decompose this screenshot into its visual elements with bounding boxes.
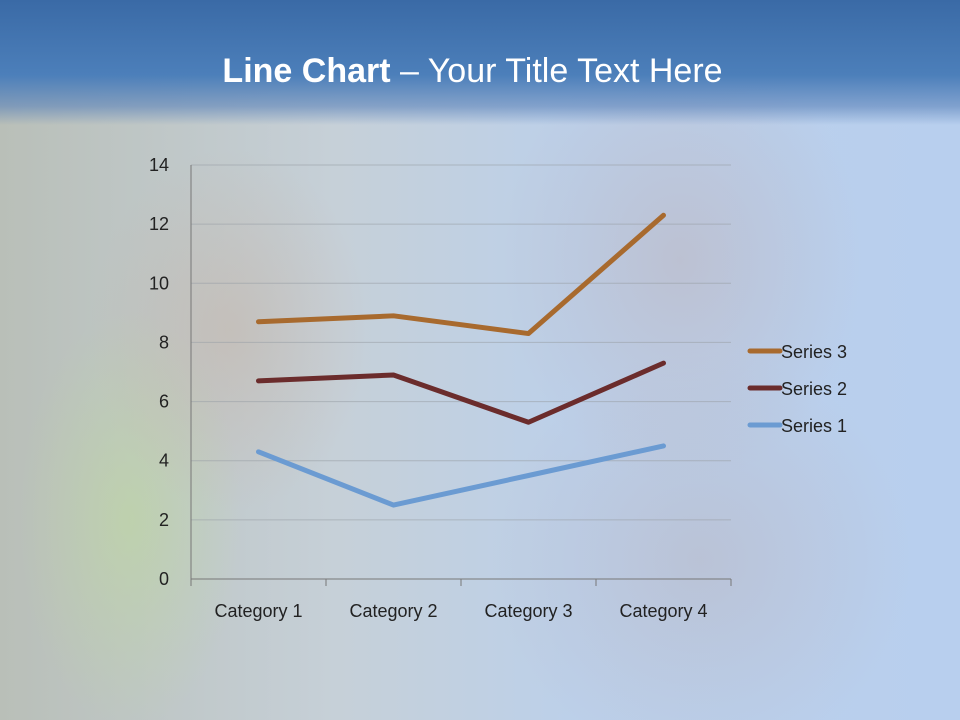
x-tick-label: Category 2: [349, 601, 437, 621]
series-line-1: [256, 443, 666, 508]
x-tick-label: Category 1: [214, 601, 302, 621]
x-tick-label: Category 3: [484, 601, 572, 621]
x-tick-label: Category 4: [619, 601, 707, 621]
series-line-3: [256, 212, 666, 337]
y-tick-label: 6: [159, 392, 169, 412]
title-rest: – Your Title Text Here: [390, 52, 723, 90]
y-tick-label: 8: [159, 332, 169, 352]
series-line-2: [256, 360, 666, 425]
title-bold: Line Chart: [222, 52, 391, 90]
title-band: [0, 0, 960, 125]
legend-label: Series 3: [781, 342, 847, 362]
y-tick-label: 10: [149, 273, 169, 293]
y-tick-label: 12: [149, 214, 169, 234]
y-tick-label: 2: [159, 510, 169, 530]
y-tick-label: 0: [159, 569, 169, 589]
slide-title: Line Chart – Your Title Text Here: [0, 52, 945, 91]
legend-label: Series 2: [781, 379, 847, 399]
y-tick-label: 14: [149, 155, 169, 175]
y-tick-label: 4: [159, 451, 169, 471]
legend-label: Series 1: [781, 416, 847, 436]
